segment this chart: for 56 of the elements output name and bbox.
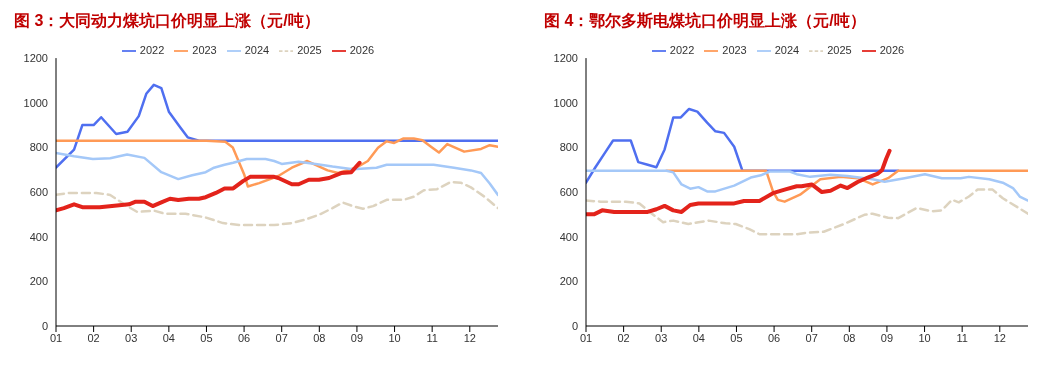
chart-title: 图 3：大同动力煤坑口价明显上涨（元/吨） xyxy=(13,11,321,31)
y-tick-label: 0 xyxy=(571,319,578,332)
x-tick-label: 05 xyxy=(200,331,213,344)
x-tick-label: 06 xyxy=(767,331,781,344)
y-tick-label: 800 xyxy=(559,141,578,154)
x-tick-label: 02 xyxy=(617,331,630,344)
x-tick-label: 12 xyxy=(993,331,1006,344)
y-tick-label: 600 xyxy=(559,185,578,198)
legend-label: 2024 xyxy=(774,44,800,56)
x-tick-label: 08 xyxy=(313,331,326,344)
line-series xyxy=(586,188,1028,236)
y-tick-label: 400 xyxy=(29,230,48,243)
x-tick-label: 01 xyxy=(49,331,63,344)
x-tick-label: 01 xyxy=(579,331,593,344)
x-tick-label: 03 xyxy=(125,331,138,344)
y-tick-label: 0 xyxy=(41,319,48,332)
x-tick-label: 04 xyxy=(162,331,175,344)
y-tick-label: 200 xyxy=(29,275,48,288)
y-tick-label: 800 xyxy=(29,141,48,154)
chart-title: 图 4：鄂尔多斯电煤坑口价明显上涨（元/吨） xyxy=(543,11,867,31)
x-tick-label: 10 xyxy=(388,331,401,344)
x-tick-label: 06 xyxy=(237,331,251,344)
x-tick-label: 09 xyxy=(880,331,894,344)
line-series xyxy=(586,148,892,217)
x-tick-label: 04 xyxy=(692,331,705,344)
legend-label: 2024 xyxy=(244,44,270,56)
x-tick-label: 07 xyxy=(805,331,818,344)
legend-label: 2022 xyxy=(669,44,695,56)
line-series xyxy=(56,160,362,213)
y-tick-label: 1000 xyxy=(553,96,578,109)
legend-label: 2025 xyxy=(827,44,852,56)
legend-label: 2025 xyxy=(297,44,322,56)
y-tick-label: 1000 xyxy=(23,96,48,109)
legend-label: 2022 xyxy=(139,44,165,56)
legend-label: 2026 xyxy=(349,44,375,56)
x-tick-label: 07 xyxy=(275,331,288,344)
line-series xyxy=(56,151,498,197)
legend-label: 2026 xyxy=(879,44,905,56)
y-tick-label: 400 xyxy=(559,230,578,243)
line-series xyxy=(56,180,498,227)
x-tick-label: 11 xyxy=(956,331,968,344)
y-tick-label: 200 xyxy=(559,275,578,288)
y-tick-label: 1200 xyxy=(553,52,578,64)
legend-label: 2023 xyxy=(722,44,747,56)
x-tick-label: 05 xyxy=(730,331,743,344)
x-tick-label: 02 xyxy=(87,331,100,344)
x-tick-label: 12 xyxy=(463,331,476,344)
x-tick-label: 03 xyxy=(655,331,668,344)
y-tick-label: 600 xyxy=(29,185,48,198)
x-tick-label: 08 xyxy=(843,331,856,344)
legend-label: 2023 xyxy=(192,44,217,56)
x-tick-label: 11 xyxy=(426,331,438,344)
x-tick-label: 10 xyxy=(918,331,931,344)
y-tick-label: 1200 xyxy=(23,52,48,64)
x-tick-label: 09 xyxy=(350,331,364,344)
line-series xyxy=(586,169,1028,202)
